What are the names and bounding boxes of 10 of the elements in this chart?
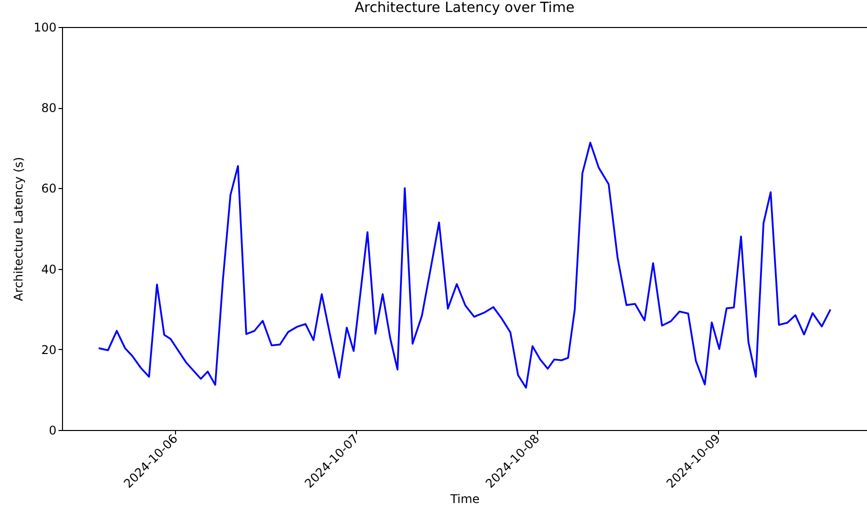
y-tick-label: 60 bbox=[41, 182, 56, 196]
chart-title: Architecture Latency over Time bbox=[354, 0, 574, 16]
y-tick-label: 80 bbox=[41, 101, 56, 116]
y-axis-title: Architecture Latency (s) bbox=[12, 156, 26, 302]
y-tick-label: 20 bbox=[41, 342, 56, 357]
y-tick-label: 100 bbox=[34, 20, 56, 34]
y-tick-label: 0 bbox=[48, 424, 56, 438]
y-tick-label: 40 bbox=[41, 262, 56, 276]
line-series bbox=[98, 142, 832, 389]
x-axis-title: Time bbox=[449, 492, 480, 506]
